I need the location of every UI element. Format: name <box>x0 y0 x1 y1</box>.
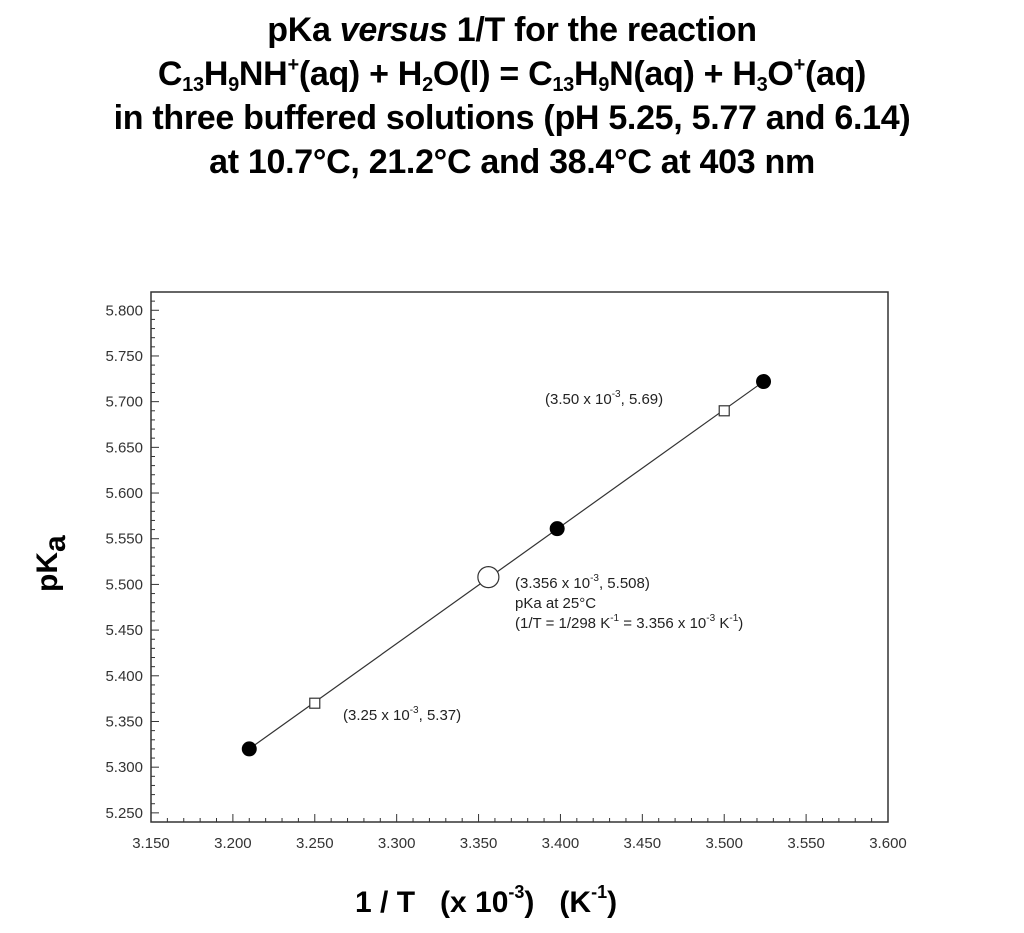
annotation-25c-formula: (1/T = 1/298 K-1 = 3.356 x 10-3 K-1) <box>515 613 743 632</box>
x-tick-label: 3.350 <box>460 835 498 852</box>
x-tick-label: 3.550 <box>787 835 825 852</box>
title-line-3: in three buffered solutions (pH 5.25, 5.… <box>113 99 911 137</box>
y-tick-label: 5.500 <box>105 576 143 593</box>
data-point-open-square <box>309 697 321 709</box>
x-tick-label: 3.250 <box>296 835 334 852</box>
y-tick-label: 5.600 <box>105 485 143 502</box>
x-tick-label: 3.150 <box>132 835 170 852</box>
fit-line <box>248 381 764 750</box>
y-tick-label: 5.800 <box>105 302 143 319</box>
data-point-filled-circle <box>549 521 565 537</box>
y-tick-label: 5.650 <box>105 439 143 456</box>
title-line-2-reaction-equation: C13H9NH+(aq) + H2O(l) = C13H9N(aq) + H3O… <box>157 54 867 96</box>
y-tick-label: 5.250 <box>105 805 143 822</box>
y-tick-label: 5.700 <box>105 394 143 411</box>
x-tick-label: 3.450 <box>624 835 662 852</box>
title-line-1: pKa versus 1/T for the reaction <box>267 11 757 49</box>
x-tick-label: 3.500 <box>705 835 743 852</box>
annotation-25c-label: pKa at 25°C <box>515 595 596 612</box>
data-series <box>241 374 772 757</box>
y-tick-label: 5.450 <box>105 622 143 639</box>
title-line-4: at 10.7°C, 21.2°C and 38.4°C at 403 nm <box>209 143 815 181</box>
x-tick-label: 3.400 <box>542 835 580 852</box>
x-tick-label: 3.300 <box>378 835 416 852</box>
y-axis-title: pKa <box>31 535 72 592</box>
annotation-upper: (3.50 x 10-3, 5.69) <box>545 389 663 408</box>
axis-ticks <box>150 291 889 823</box>
axis-tick-labels: 3.150 3.200 3.250 3.300 3.350 3.400 3.450 3.500… <box>105 302 906 852</box>
annotation-lower: (3.25 x 10-3, 5.37) <box>343 705 461 724</box>
data-point-open-square <box>718 405 730 417</box>
data-point-filled-circle <box>756 374 772 390</box>
chart-title: pKa versus 1/T for the reaction C13H9NH+… <box>0 8 1024 184</box>
y-tick-label: 5.350 <box>105 713 143 730</box>
y-tick-label: 5.400 <box>105 668 143 685</box>
data-point-filled-circle <box>241 741 257 757</box>
x-tick-label: 3.200 <box>214 835 252 852</box>
y-tick-label: 5.300 <box>105 759 143 776</box>
x-tick-label: 3.600 <box>869 835 907 852</box>
data-point-open-circle <box>477 566 500 589</box>
annotation-25c-coordinates: (3.356 x 10-3, 5.508) <box>515 573 650 592</box>
x-axis-title: 1 / T (x 10-3) (K-1) <box>355 882 617 919</box>
plot-frame <box>150 291 889 823</box>
y-tick-label: 5.550 <box>105 531 143 548</box>
y-tick-label: 5.750 <box>105 348 143 365</box>
